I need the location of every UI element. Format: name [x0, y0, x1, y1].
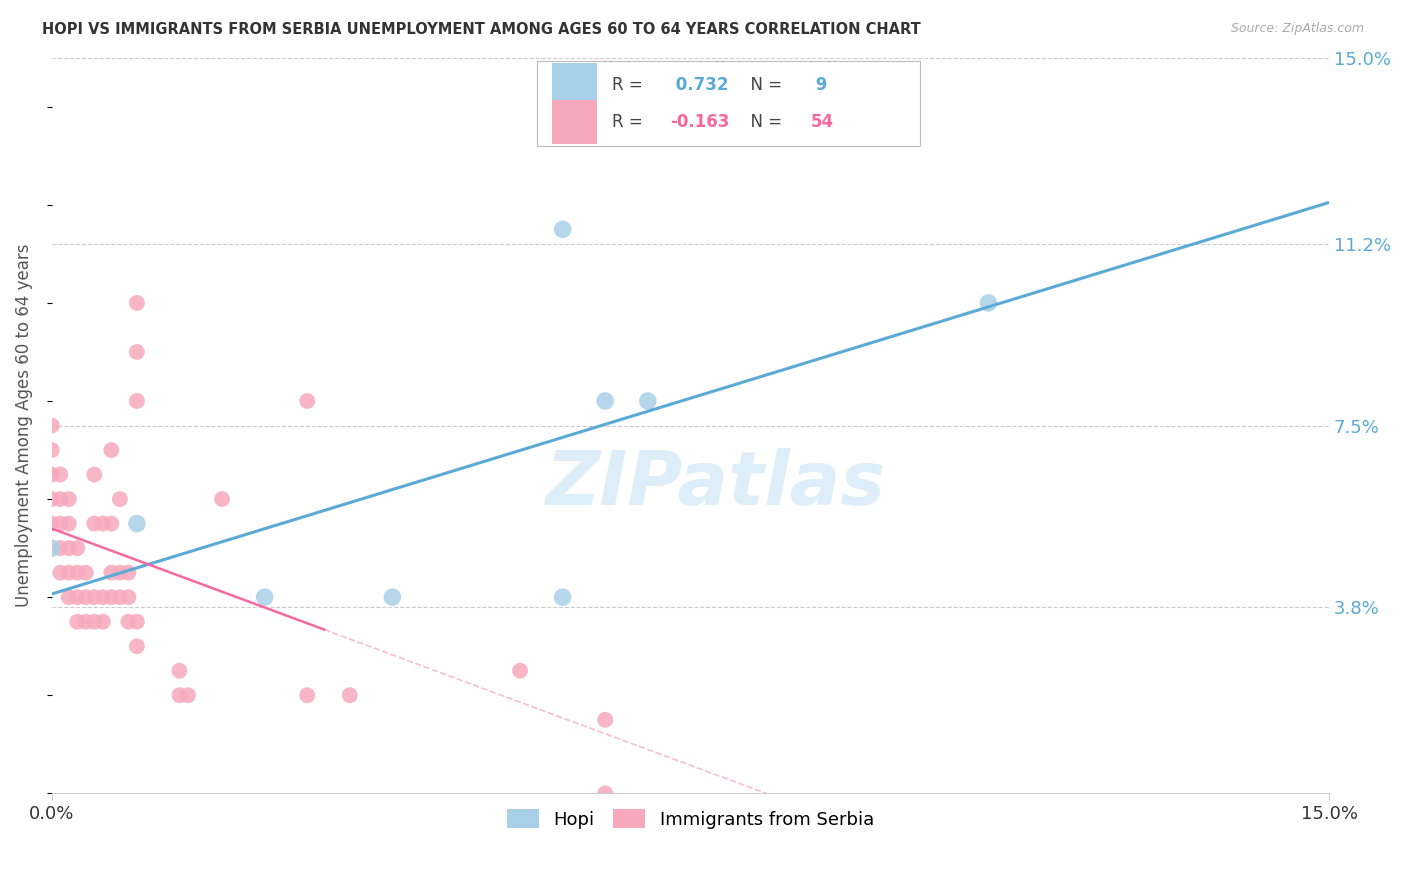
Point: [125, 345, 148, 359]
Point: [977, 296, 1000, 310]
Bar: [553, 100, 598, 145]
Point: [637, 394, 659, 409]
Point: [75, 590, 97, 604]
Point: [49, 516, 72, 531]
Text: 9: 9: [810, 76, 828, 94]
Point: [49, 492, 72, 507]
Point: [125, 615, 148, 629]
Point: [169, 664, 191, 678]
Text: Source: ZipAtlas.com: Source: ZipAtlas.com: [1230, 22, 1364, 36]
Point: [75, 615, 97, 629]
Point: [49, 467, 72, 482]
Point: [117, 566, 139, 580]
Point: [108, 590, 131, 604]
Point: [66, 590, 89, 604]
Text: 0.732: 0.732: [669, 76, 728, 94]
Point: [551, 222, 574, 236]
Point: [83, 590, 105, 604]
Point: [41, 516, 63, 531]
Point: [100, 443, 122, 458]
Point: [83, 467, 105, 482]
Point: [66, 615, 89, 629]
Point: [253, 590, 276, 604]
Point: [58, 566, 80, 580]
Point: [83, 615, 105, 629]
Text: N =: N =: [740, 76, 787, 94]
Point: [177, 688, 200, 702]
Point: [91, 516, 114, 531]
Point: [41, 492, 63, 507]
Point: [91, 590, 114, 604]
Point: [100, 590, 122, 604]
Point: [108, 566, 131, 580]
Point: [211, 492, 233, 507]
Text: HOPI VS IMMIGRANTS FROM SERBIA UNEMPLOYMENT AMONG AGES 60 TO 64 YEARS CORRELATIO: HOPI VS IMMIGRANTS FROM SERBIA UNEMPLOYM…: [42, 22, 921, 37]
Point: [593, 713, 616, 727]
Point: [125, 639, 148, 653]
Bar: [553, 63, 598, 107]
Legend: Hopi, Immigrants from Serbia: Hopi, Immigrants from Serbia: [499, 802, 882, 836]
Point: [125, 296, 148, 310]
Point: [295, 688, 318, 702]
Text: 54: 54: [810, 113, 834, 131]
Point: [100, 516, 122, 531]
Text: R =: R =: [613, 76, 648, 94]
Point: [66, 541, 89, 555]
Point: [125, 516, 148, 531]
Text: R =: R =: [613, 113, 648, 131]
Point: [91, 615, 114, 629]
Point: [41, 467, 63, 482]
Point: [551, 590, 574, 604]
Point: [49, 566, 72, 580]
Point: [339, 688, 361, 702]
Point: [58, 541, 80, 555]
Point: [49, 541, 72, 555]
Point: [117, 615, 139, 629]
Text: N =: N =: [740, 113, 787, 131]
Text: -0.163: -0.163: [669, 113, 730, 131]
Point: [593, 786, 616, 800]
Point: [41, 443, 63, 458]
Point: [509, 664, 531, 678]
Point: [100, 566, 122, 580]
Point: [593, 394, 616, 409]
Point: [381, 590, 404, 604]
Point: [58, 590, 80, 604]
Bar: [537, 62, 921, 146]
Point: [169, 688, 191, 702]
Point: [108, 492, 131, 507]
Point: [117, 590, 139, 604]
Point: [66, 566, 89, 580]
Text: ZIPatlas: ZIPatlas: [546, 448, 886, 521]
Point: [83, 516, 105, 531]
Point: [295, 394, 318, 409]
Point: [75, 566, 97, 580]
Point: [125, 394, 148, 409]
Point: [58, 516, 80, 531]
Point: [58, 492, 80, 507]
Point: [41, 418, 63, 433]
Point: [41, 541, 63, 555]
Y-axis label: Unemployment Among Ages 60 to 64 years: Unemployment Among Ages 60 to 64 years: [15, 244, 32, 607]
